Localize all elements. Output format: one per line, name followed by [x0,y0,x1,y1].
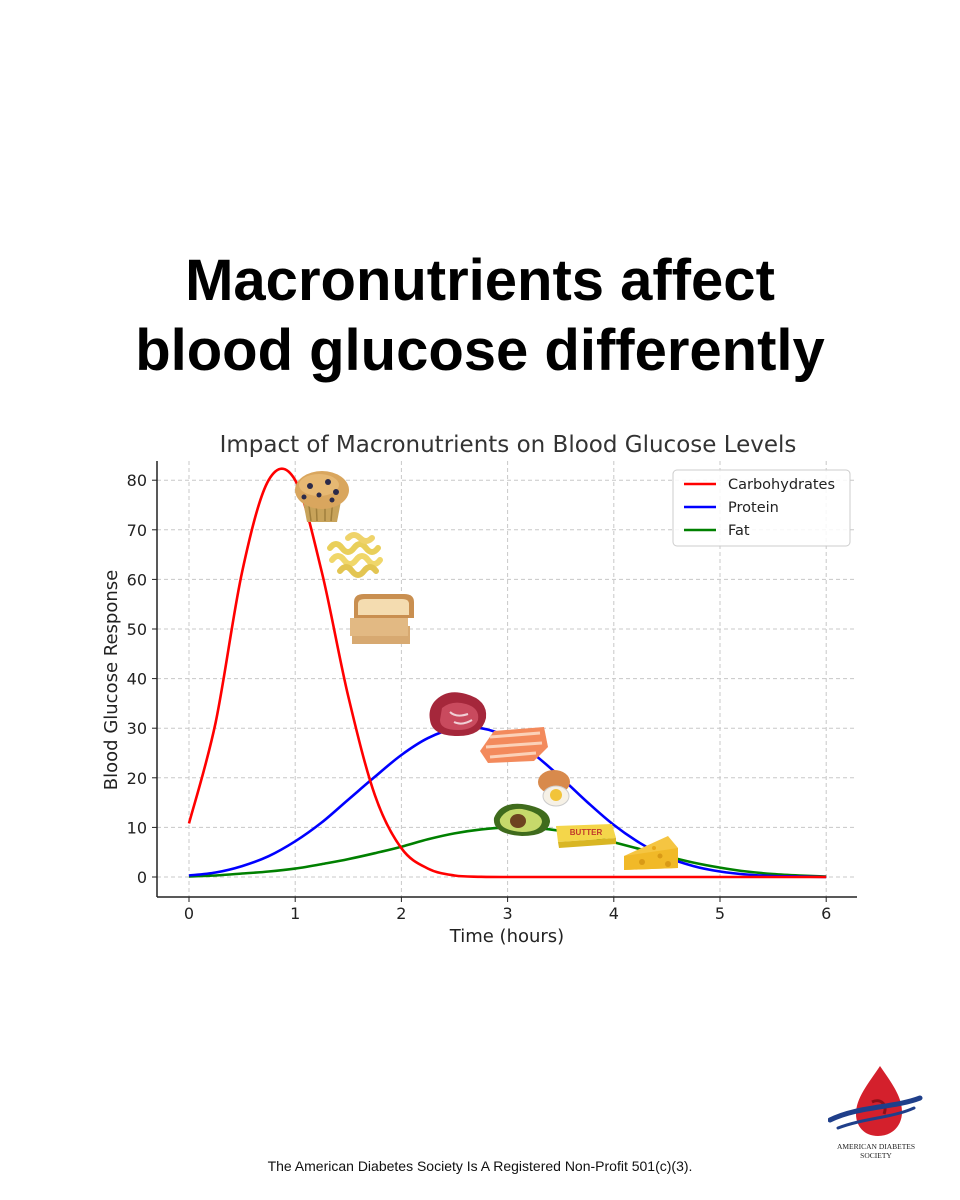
bread-icon [350,594,414,644]
x-tick-label: 5 [715,904,725,923]
x-tick-label: 0 [184,904,194,923]
y-tick-label: 30 [127,719,147,738]
logo-text-line-1: AMERICAN DIABETES [836,1142,916,1151]
legend-label-carbohydrates: Carbohydrates [728,477,835,493]
x-tick-label: 4 [609,904,619,923]
footer-note: The American Diabetes Society Is A Regis… [267,1158,693,1174]
y-tick-label: 40 [127,670,147,689]
salmon-icon [480,727,548,763]
butter-icon: BUTTER [556,824,616,848]
x-tick-label: 2 [396,904,406,923]
muffin-icon [295,471,349,522]
x-tick-label: 3 [503,904,513,923]
butter-label: BUTTER [570,828,603,837]
avocado-icon [493,803,550,836]
chart-title: Impact of Macronutrients on Blood Glucos… [220,432,797,458]
legend-label-fat: Fat [728,523,750,539]
egg-icon [538,770,570,807]
logo-text-line-2: SOCIETY [860,1151,892,1160]
chart-axes: Time (hours) Blood Glucose Response [101,461,857,947]
x-tick-label: 6 [821,904,831,923]
logo: AMERICAN DIABETES SOCIETY [827,1062,924,1166]
headline: Macronutrients affect blood glucose diff… [0,246,960,386]
x-tick-label: 1 [290,904,300,923]
logo-text: AMERICAN DIABETES SOCIETY [828,1142,924,1160]
series-line-carbohydrates [187,467,827,879]
y-tick-label: 10 [127,818,147,837]
cheese-icon [624,836,678,870]
legend-label-protein: Protein [728,500,779,516]
y-tick-label: 80 [127,471,147,490]
chart-legend: Carbohydrates Protein Fat [672,469,851,547]
steak-icon [429,692,487,736]
y-axis-label: Blood Glucose Response [101,570,122,790]
y-tick-label: 50 [127,620,147,639]
headline-line-1: Macronutrients affect [185,248,775,313]
y-tick-label: 20 [127,769,147,788]
y-tick-label: 60 [127,570,147,589]
headline-line-2: blood glucose differently [135,318,825,383]
y-tick-label: 0 [137,868,147,887]
y-tick-label: 70 [127,521,147,540]
drop-logo-icon [827,1066,923,1136]
food-illustrations: BUTTER [295,471,678,870]
x-axis-label: Time (hours) [449,926,564,947]
pasta-icon [327,532,383,578]
